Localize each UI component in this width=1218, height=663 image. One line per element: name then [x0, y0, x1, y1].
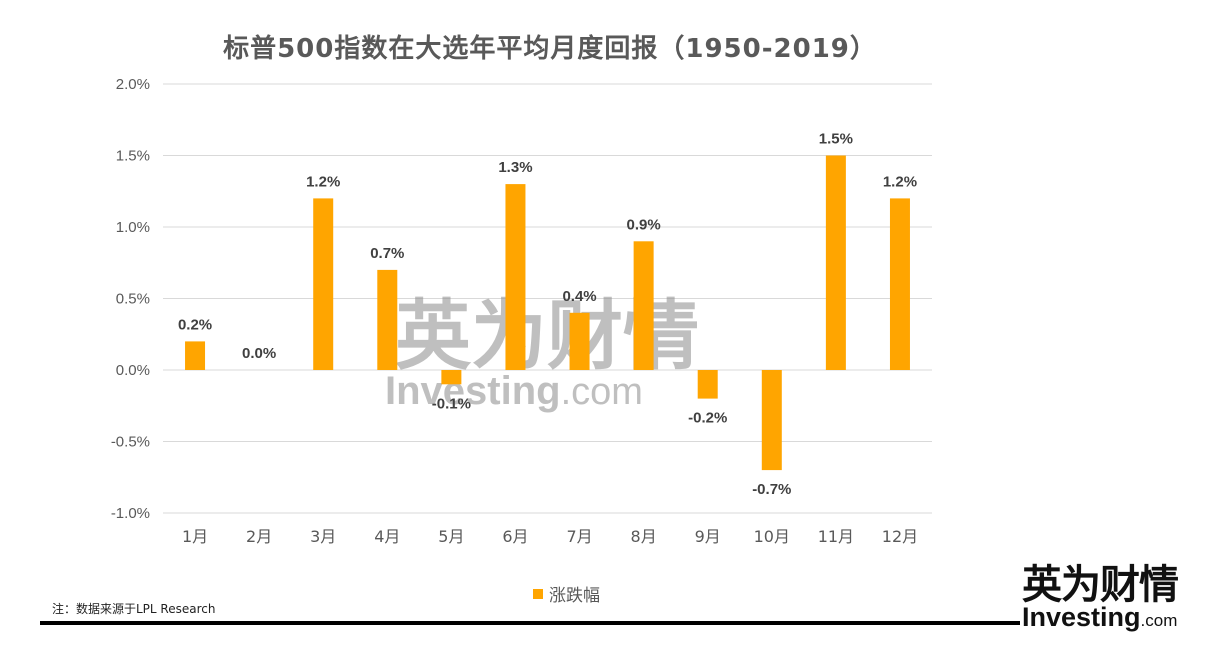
- y-tick-label: 0.0%: [116, 362, 150, 379]
- source-note: 注：数据来源于LPL Research: [52, 602, 216, 616]
- data-label: 1.5%: [819, 131, 853, 148]
- logo-cn: 英为财情: [1022, 562, 1179, 608]
- data-label: -0.1%: [432, 395, 471, 412]
- legend-label: 涨跌幅: [549, 586, 600, 606]
- data-label: 0.7%: [370, 245, 404, 262]
- data-labels: 0.2% 0.0% 1.2% 0.7% -0.1% 1.3% 0.4% 0.9% -0.2% -0…: [178, 131, 917, 499]
- bar: [697, 370, 718, 399]
- investing-logo: 英为财情 Investing.com: [1022, 552, 1218, 642]
- bar: [761, 370, 782, 471]
- x-tick-label: 10月: [754, 527, 790, 546]
- x-tick-label: 3月: [310, 527, 336, 546]
- y-tick-label: -0.5%: [111, 434, 150, 451]
- x-tick-label: 2月: [246, 527, 272, 546]
- bar: [633, 241, 654, 370]
- x-tick-label: 6月: [502, 527, 528, 546]
- y-tick-label: 0.5%: [116, 291, 150, 308]
- x-axis-ticks: 1月 2月 3月 4月 5月 6月 7月 8月 9月 10月 11月 12月: [182, 527, 918, 546]
- x-tick-label: 11月: [818, 527, 854, 546]
- x-tick-label: 7月: [566, 527, 592, 546]
- data-label: 0.9%: [627, 216, 661, 233]
- data-label: 1.2%: [306, 173, 340, 190]
- data-label: 1.3%: [498, 159, 532, 176]
- data-label: -0.7%: [752, 481, 791, 498]
- x-tick-label: 9月: [695, 527, 721, 546]
- legend-swatch: [533, 588, 543, 599]
- logo-en: Investing.com: [1022, 602, 1178, 632]
- legend: 涨跌幅: [533, 581, 600, 606]
- x-tick-label: 8月: [631, 527, 657, 546]
- bar: [313, 198, 334, 370]
- data-label: 0.4%: [562, 288, 596, 305]
- x-tick-label: 5月: [438, 527, 464, 546]
- bar: [185, 341, 206, 370]
- x-tick-label: 12月: [882, 527, 918, 546]
- y-tick-label: 2.0%: [116, 76, 150, 93]
- y-axis-ticks: -1.0% -0.5% 0.0% 0.5% 1.0% 1.5% 2.0%: [111, 76, 150, 522]
- chart-title: 标普500指数在大选年平均月度回报（1950-2019）: [223, 34, 877, 64]
- y-tick-label: 1.5%: [116, 148, 150, 165]
- data-label: 0.2%: [178, 316, 212, 333]
- data-label: -0.2%: [688, 410, 727, 427]
- x-tick-label: 4月: [374, 527, 400, 546]
- bar: [569, 312, 590, 370]
- bar: [889, 198, 910, 370]
- bars: [185, 155, 910, 471]
- gridlines: [163, 83, 932, 514]
- x-tick-label: 1月: [182, 527, 208, 546]
- bar: [441, 370, 462, 385]
- watermark-en: Investing.com: [385, 369, 643, 413]
- bar: [825, 155, 846, 370]
- y-tick-label: -1.0%: [111, 505, 150, 522]
- data-label: 0.0%: [242, 345, 276, 362]
- bar: [505, 184, 526, 370]
- bar-chart: -1.0%-0.5%0.0%0.5%1.0%1.5%2.0% 英为财情 Inve…: [111, 76, 932, 546]
- footer-rule: [40, 621, 1020, 625]
- y-tick-label: 1.0%: [116, 219, 150, 236]
- bar: [377, 269, 398, 370]
- data-label: 1.2%: [883, 173, 917, 190]
